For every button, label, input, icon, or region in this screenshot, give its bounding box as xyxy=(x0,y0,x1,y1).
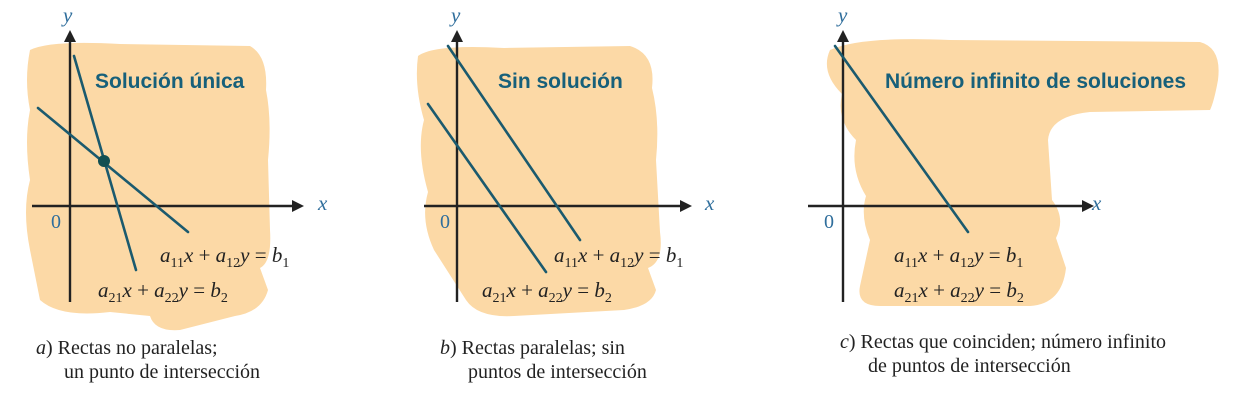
intersection-point xyxy=(98,155,110,167)
panel-a: y x 0 Solución única a11x + a12y = b1 a2… xyxy=(0,0,420,411)
caption-a: a) Rectas no paralelas; un punto de inte… xyxy=(36,336,260,384)
caption-line-1: ) Rectas paralelas; sin xyxy=(450,337,625,359)
graph-a: y x 0 Solución única a11x + a12y = b1 a2… xyxy=(26,3,328,331)
y-axis-label: y xyxy=(836,3,848,27)
caption-line-1: ) Rectas no paralelas; xyxy=(46,337,218,359)
y-axis-arrow-icon xyxy=(837,30,849,42)
equation-2: a21x + a22y = b2 xyxy=(98,278,228,306)
panel-c: y x 0 Número infinito de soluciones a11x… xyxy=(790,0,1259,411)
caption-b: b) Rectas paralelas; sin puntos de inter… xyxy=(440,336,647,384)
highlight-blob-a xyxy=(26,42,271,331)
panel-heading: Número infinito de soluciones xyxy=(885,70,1186,93)
graph-c: y x 0 Número infinito de soluciones a11x… xyxy=(808,3,1219,306)
y-axis-arrow-icon xyxy=(451,30,463,42)
line-1 xyxy=(446,44,582,242)
origin-label: 0 xyxy=(440,211,450,233)
caption-line-2: puntos de intersección xyxy=(468,361,647,383)
y-axis-arrow-icon xyxy=(64,30,76,42)
x-axis-arrow-icon xyxy=(292,200,304,212)
y-axis-label: y xyxy=(449,3,461,27)
x-axis-arrow-icon xyxy=(1082,200,1094,212)
coincident-line xyxy=(833,44,970,234)
caption-line-2: de puntos de intersección xyxy=(868,355,1071,377)
origin-label: 0 xyxy=(51,211,61,233)
caption-line-1: ) Rectas que coinciden; número infinito xyxy=(848,331,1167,353)
panel-b: y x 0 Sin solución a11x + a12y = b1 a21x… xyxy=(394,0,814,411)
x-axis-label: x xyxy=(317,191,328,215)
equation-2: a21x + a22y = b2 xyxy=(482,278,612,306)
caption-letter: c xyxy=(840,331,849,353)
y-axis-label: y xyxy=(61,3,73,27)
panel-heading: Sin solución xyxy=(498,70,623,93)
equation-1: a11x + a12y = b1 xyxy=(894,243,1023,271)
x-axis-label: x xyxy=(704,191,715,215)
graph-b: y x 0 Sin solución a11x + a12y = b1 a21x… xyxy=(416,3,715,317)
caption-c: c) Rectas que coinciden; número infinito… xyxy=(840,330,1166,378)
line-1 xyxy=(36,106,190,234)
equation-1: a11x + a12y = b1 xyxy=(554,243,683,271)
panel-heading: Solución única xyxy=(95,70,245,93)
caption-letter: b xyxy=(440,337,450,359)
caption-letter: a xyxy=(36,337,46,359)
line-2 xyxy=(426,102,548,274)
equation-2: a21x + a22y = b2 xyxy=(894,278,1024,306)
x-axis-arrow-icon xyxy=(680,200,692,212)
origin-label: 0 xyxy=(824,211,834,233)
caption-line-2: un punto de intersección xyxy=(64,361,261,383)
x-axis-label: x xyxy=(1091,191,1102,215)
highlight-blob-c xyxy=(826,39,1219,306)
equation-1: a11x + a12y = b1 xyxy=(160,243,289,271)
